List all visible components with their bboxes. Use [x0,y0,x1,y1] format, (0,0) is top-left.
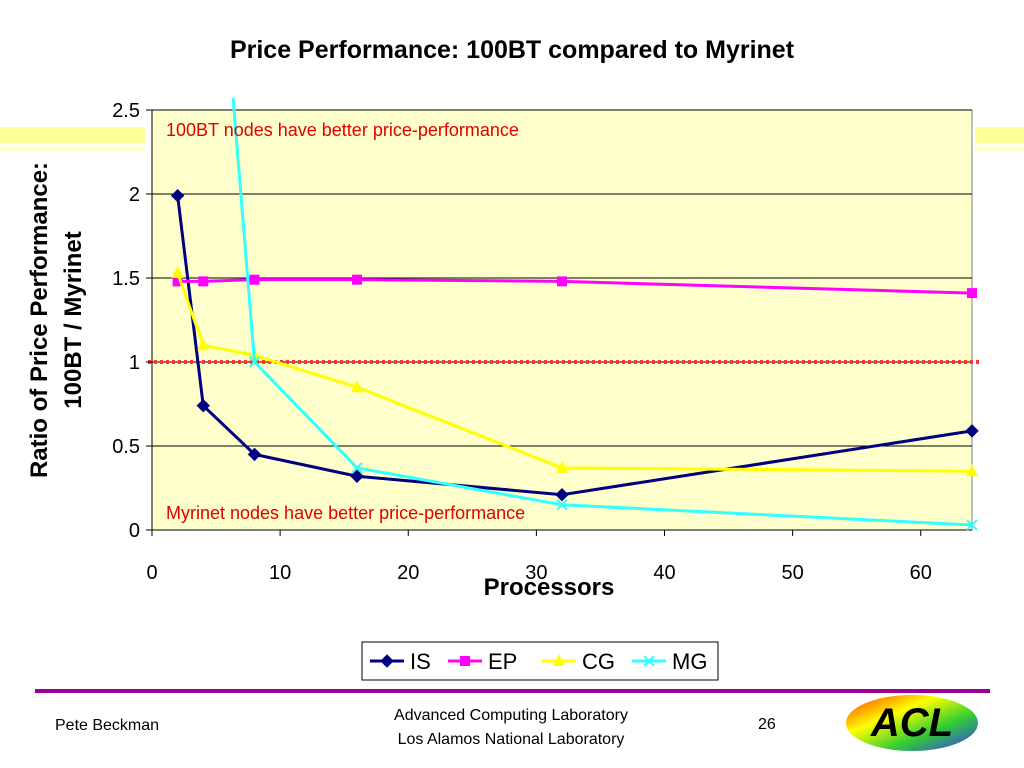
legend-item-ep: EP [448,649,517,674]
y-tick-label-1: 0.5 [112,436,140,458]
legend-label-cg: CG [582,649,615,674]
y-tick-label-4: 2 [129,184,140,206]
x-tick-label-1: 10 [269,562,291,584]
series [170,98,979,531]
footer-lab-line1: Advanced Computing Laboratory [394,707,628,724]
x-tick-label-4: 40 [653,562,675,584]
data-point-ep-4 [557,276,567,287]
legend-label-ep: EP [488,649,517,674]
footer-lab-name: Advanced Computing Laboratory Los Alamos… [330,704,692,752]
series-mg [231,98,978,531]
y-axis-label-line2: 100BT / Myrinet [60,231,87,408]
data-point-mg-3 [556,499,568,511]
x-axis-label: Processors [484,574,615,601]
data-point-cg-0 [171,265,184,278]
y-tick-label-0: 0 [129,520,140,542]
legend-marker-cg [553,654,565,666]
x-tick-label-5: 50 [782,562,804,584]
data-point-is-2 [247,447,262,462]
footer-lab-line2: Los Alamos National Laboratory [397,731,625,748]
legend: IS EP CG MG [361,641,719,681]
data-point-ep-3 [352,274,362,285]
legend-item-cg: CG [542,649,615,674]
data-point-ep-5 [967,288,977,299]
legend-item-mg: MG [632,649,707,674]
series-is [170,188,979,502]
series-ep [172,274,977,299]
y-axis-label-line1: Ratio of Price Performance: [26,162,53,478]
series-line-is [176,195,973,497]
series-line-cg [176,272,973,473]
decorative-stripe-left [0,127,145,143]
data-point-is-5 [965,424,979,438]
legend-marker-ep [460,656,470,666]
x-tick-label-3: 30 [525,562,547,584]
data-point-cg-5 [966,464,978,477]
legend-marker-mg [643,655,655,667]
data-point-is-3 [350,469,364,483]
footer-divider [35,689,990,693]
data-point-is-1 [196,398,210,413]
decorative-stripe-right-lower [975,146,1024,152]
x-tick-label-6: 60 [910,562,932,584]
y-tick-label-2: 1 [129,352,140,374]
x-tick-label-0: 0 [146,562,157,584]
legend-item-is: IS [370,649,431,674]
slide-title: Price Performance: 100BT compared to Myr… [229,36,795,64]
legend-label-mg: MG [672,649,707,674]
page-number: 26 [758,716,776,733]
y-tick-label-5: 2.5 [112,100,140,122]
legend-label-is: IS [410,649,431,674]
data-point-is-0 [170,188,185,203]
y-axis-label: Ratio of Price Performance: 100BT / Myri… [26,162,87,478]
data-point-mg-1 [248,356,261,368]
annotation-100bt-better: 100BT nodes have better price-performanc… [166,120,519,140]
data-point-cg-4 [556,460,568,473]
decorative-stripe-left-lower [0,146,145,152]
data-point-ep-2 [249,274,260,285]
series-cg [171,265,978,477]
acl-logo: ACL [846,695,978,751]
svg-text:ACL: ACL [870,701,953,745]
data-point-cg-3 [351,380,363,393]
axes: 0 0.5 1 1.5 2 2.5 0 10 20 30 40 50 60 [112,100,972,584]
annotation-myrinet-better: Myrinet nodes have better price-performa… [166,503,525,523]
data-point-ep-1 [198,276,209,287]
data-point-is-4 [555,488,569,502]
data-point-mg-4 [966,519,978,531]
legend-marker-is [380,654,394,668]
data-point-ep-0 [172,276,183,287]
data-point-cg-1 [197,338,210,351]
y-tick-label-3: 1.5 [112,268,140,290]
x-tick-label-2: 20 [397,562,419,584]
data-point-mg-2 [351,462,363,474]
footer-author: Pete Beckman [55,717,160,734]
decorative-stripe-right [975,127,1024,143]
